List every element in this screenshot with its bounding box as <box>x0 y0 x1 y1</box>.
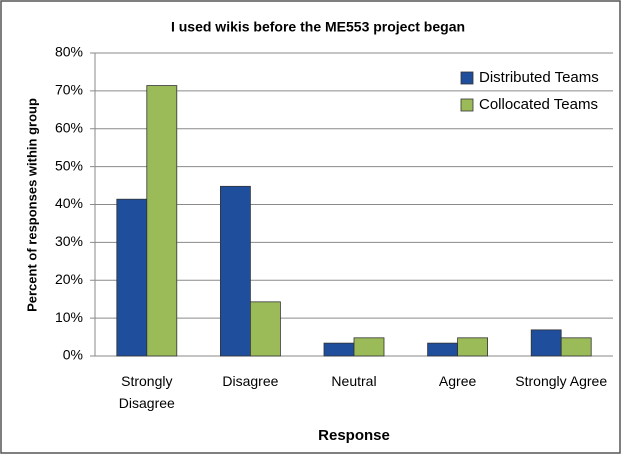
y-tick-label: 70% <box>55 82 83 98</box>
y-tick-label: 50% <box>55 157 83 173</box>
x-tick-label: Agree <box>438 373 477 389</box>
chart-title: I used wikis before the ME553 project be… <box>171 19 465 35</box>
legend-label: Collocated Teams <box>479 96 598 113</box>
bar <box>427 342 459 357</box>
y-tick-label: 30% <box>55 233 83 249</box>
bar <box>530 329 562 357</box>
legend-swatch <box>460 71 474 85</box>
y-tick-label: 20% <box>55 271 83 287</box>
y-tick-label: 80% <box>55 44 83 60</box>
x-tick-label: Disagree <box>222 373 279 389</box>
bar <box>116 198 148 357</box>
legend-label: Distributed Teams <box>479 69 599 86</box>
bar <box>560 337 592 357</box>
bar <box>457 337 489 357</box>
y-tick-label: 0% <box>63 347 83 363</box>
y-tick-label: 60% <box>55 119 83 135</box>
x-tick-label: Strongly Disagree <box>118 373 175 411</box>
y-tick-label: 10% <box>55 309 83 325</box>
x-axis-label: Response <box>318 427 390 444</box>
bar <box>146 85 178 357</box>
legend-swatch <box>460 98 474 112</box>
x-tick-label: Strongly Agree <box>515 373 608 389</box>
x-tick-label: Neutral <box>331 373 377 389</box>
bar <box>323 342 355 357</box>
bar <box>353 337 385 357</box>
y-tick-label: 40% <box>55 195 83 211</box>
y-axis-label: Percent of responses within group <box>24 98 39 312</box>
bar <box>219 185 251 357</box>
bar <box>249 301 281 357</box>
